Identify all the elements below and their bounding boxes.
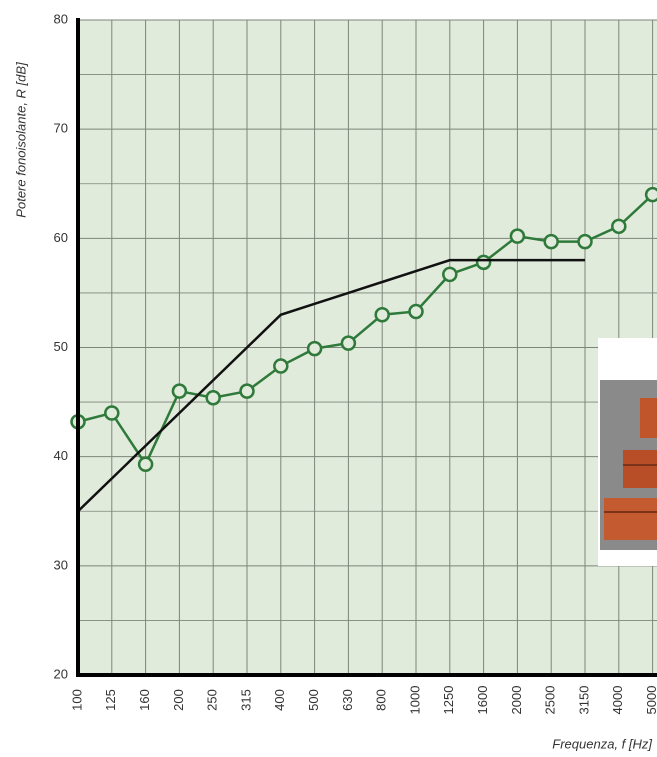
data-point — [306, 340, 323, 357]
x-tick-label: 1000 — [407, 686, 422, 715]
x-tick-label: 5000 — [644, 686, 657, 715]
data-point — [374, 307, 390, 323]
x-tick-label: 800 — [374, 689, 389, 711]
y-tick-label: 30 — [54, 557, 68, 572]
data-point — [475, 254, 492, 271]
x-tick-label: 125 — [103, 689, 118, 711]
data-point — [543, 233, 559, 250]
x-tick-label: 3150 — [576, 686, 591, 715]
x-tick-label: 500 — [306, 689, 321, 711]
y-axis-label: Potere fonoisolante, R [dB] — [13, 62, 28, 218]
data-point — [205, 389, 221, 406]
data-point — [239, 383, 255, 399]
x-tick-label: 400 — [272, 689, 287, 711]
x-tick-label: 315 — [238, 689, 253, 711]
y-tick-label: 40 — [54, 448, 68, 463]
x-tick-label: 630 — [340, 689, 355, 711]
y-tick-label: 50 — [54, 339, 68, 354]
data-point — [611, 218, 627, 235]
y-tick-label: 70 — [54, 121, 68, 136]
x-tick-label: 100 — [69, 689, 84, 711]
brick-photo — [598, 338, 657, 566]
data-point — [509, 228, 526, 244]
data-point — [137, 456, 154, 473]
data-point — [171, 383, 188, 399]
data-point — [104, 405, 120, 421]
x-axis-label: Frequenza, f [Hz] — [552, 736, 652, 751]
data-point — [442, 266, 458, 283]
y-tick-label: 80 — [54, 11, 68, 26]
x-tick-label: 1250 — [441, 686, 456, 715]
x-tick-label: 1600 — [475, 686, 490, 715]
x-tick-label: 200 — [171, 689, 186, 711]
x-tick-label: 2500 — [543, 686, 558, 715]
x-tick-label: 160 — [137, 689, 152, 711]
data-point — [644, 186, 657, 203]
series-line — [77, 258, 585, 513]
x-tick-label: 250 — [205, 689, 220, 711]
x-tick-label: 4000 — [610, 686, 625, 715]
data-point — [408, 303, 424, 320]
y-tick-label: 20 — [54, 666, 68, 681]
data-point — [577, 233, 593, 250]
y-tick-label: 60 — [54, 230, 68, 245]
data-point — [273, 358, 289, 374]
data-point — [340, 335, 357, 351]
marks — [70, 186, 657, 513]
x-tick-label: 2000 — [509, 686, 524, 715]
